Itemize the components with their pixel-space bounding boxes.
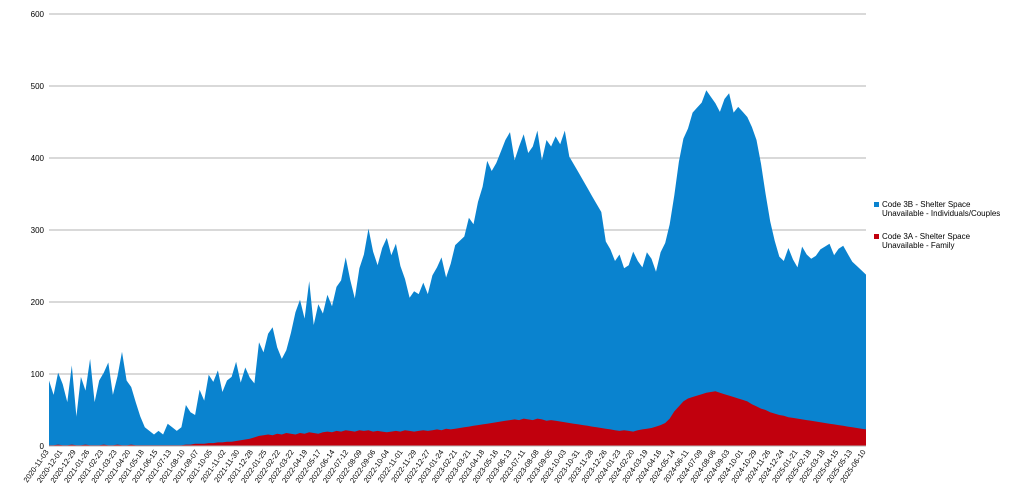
- legend-label-code-3b: Code 3B - Shelter Space Unavailable - In…: [882, 200, 1001, 218]
- y-tick-label: 500: [31, 82, 45, 91]
- y-tick-label: 400: [31, 154, 45, 163]
- legend-swatch-code-3a: [874, 234, 879, 239]
- legend-swatch-code-3b: [874, 202, 879, 207]
- legend-item-code-3b: Code 3B - Shelter Space Unavailable - In…: [874, 200, 1009, 218]
- y-tick-label: 200: [31, 298, 45, 307]
- y-tick-label: 300: [31, 226, 45, 235]
- legend: Code 3B - Shelter Space Unavailable - In…: [874, 200, 1009, 264]
- x-axis-tick-labels: 2020-11-032020-12-012020-12-292021-01-26…: [22, 448, 868, 485]
- data-areas: [49, 90, 866, 447]
- y-tick-label: 600: [31, 10, 45, 19]
- legend-item-code-3a: Code 3A - Shelter Space Unavailable - Fa…: [874, 232, 1009, 250]
- y-tick-label: 0: [40, 442, 45, 451]
- legend-label-code-3a: Code 3A - Shelter Space Unavailable - Fa…: [882, 232, 971, 250]
- area-series-code-3b: [49, 90, 866, 447]
- area-series-code-3a: [49, 391, 866, 446]
- y-tick-label: 100: [31, 370, 45, 379]
- y-axis-tick-labels: 0 100 200 300 400 500 600: [31, 10, 45, 451]
